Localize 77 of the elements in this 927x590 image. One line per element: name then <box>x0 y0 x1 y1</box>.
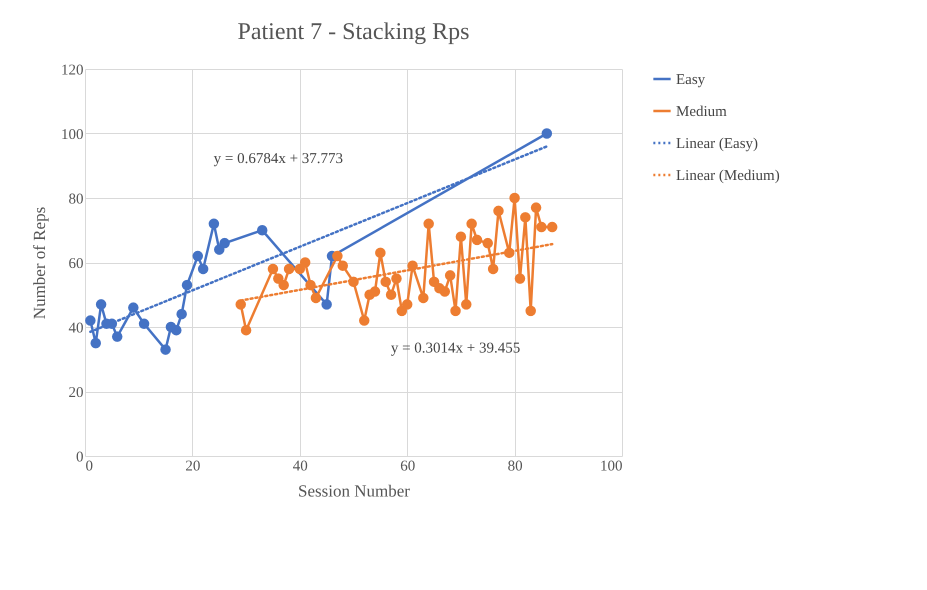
point <box>219 238 230 248</box>
y-tick-label: 80 <box>68 192 84 208</box>
point <box>332 250 343 262</box>
point <box>235 299 246 310</box>
point <box>509 192 520 204</box>
legend-label: Linear (Medium) <box>676 168 780 184</box>
point <box>536 222 547 232</box>
point <box>268 264 278 274</box>
point <box>171 324 182 336</box>
point <box>321 299 332 310</box>
point <box>418 292 429 304</box>
point <box>256 225 268 236</box>
x-axis-title: Session Number <box>298 482 410 500</box>
x-tick-label: 20 <box>185 458 200 474</box>
point <box>440 286 450 297</box>
point <box>160 344 171 355</box>
x-tick-label: 40 <box>292 458 308 474</box>
point <box>96 299 106 310</box>
point <box>488 264 498 274</box>
point <box>214 244 224 255</box>
point <box>546 222 558 232</box>
point <box>138 318 150 330</box>
point <box>208 218 220 230</box>
y-axis-title: Number of Reps <box>30 206 49 320</box>
point <box>386 290 396 300</box>
point <box>305 280 316 290</box>
point <box>112 331 122 342</box>
point <box>198 264 208 274</box>
point <box>370 286 380 297</box>
point <box>338 260 348 271</box>
point <box>380 276 391 288</box>
point <box>300 257 310 268</box>
point <box>375 248 386 258</box>
point <box>402 299 412 310</box>
y-tick-label: 120 <box>61 62 84 78</box>
point <box>85 315 96 326</box>
point <box>278 280 289 290</box>
point <box>391 273 402 284</box>
point <box>520 212 531 223</box>
point <box>284 264 294 274</box>
y-tick-label: 20 <box>68 385 84 401</box>
point <box>348 276 359 288</box>
point <box>192 250 204 262</box>
point <box>358 315 370 326</box>
y-tick-label: 100 <box>61 127 84 143</box>
point <box>240 324 252 336</box>
point <box>310 292 322 304</box>
point <box>504 248 514 258</box>
point <box>176 308 187 320</box>
legend-label: Medium <box>676 104 728 120</box>
point <box>407 260 418 271</box>
point <box>182 280 192 290</box>
point <box>466 218 477 230</box>
point <box>482 238 493 248</box>
point <box>525 306 536 316</box>
x-tick-label: 100 <box>600 458 622 474</box>
point <box>530 202 542 213</box>
y-tick-label: 60 <box>68 256 84 272</box>
y-tick-label: 40 <box>68 320 84 336</box>
legend-label: Easy <box>676 72 706 88</box>
point <box>514 273 526 284</box>
point <box>461 299 472 310</box>
point <box>456 231 466 242</box>
point <box>542 128 552 139</box>
point <box>450 306 461 316</box>
annotation: y = 0.6784x + 37.773 <box>214 151 344 168</box>
point <box>128 302 139 313</box>
point <box>90 338 101 348</box>
legend-label: Linear (Easy) <box>676 136 758 152</box>
annotation: y = 0.3014x + 39.455 <box>390 340 520 357</box>
point <box>423 218 434 230</box>
point <box>493 206 504 216</box>
x-tick-label: 80 <box>508 458 523 474</box>
x-tick-label: 60 <box>400 458 416 474</box>
point <box>444 270 456 281</box>
chart-title: Patient 7 - Stacking Rps <box>238 19 470 45</box>
point <box>472 234 482 246</box>
